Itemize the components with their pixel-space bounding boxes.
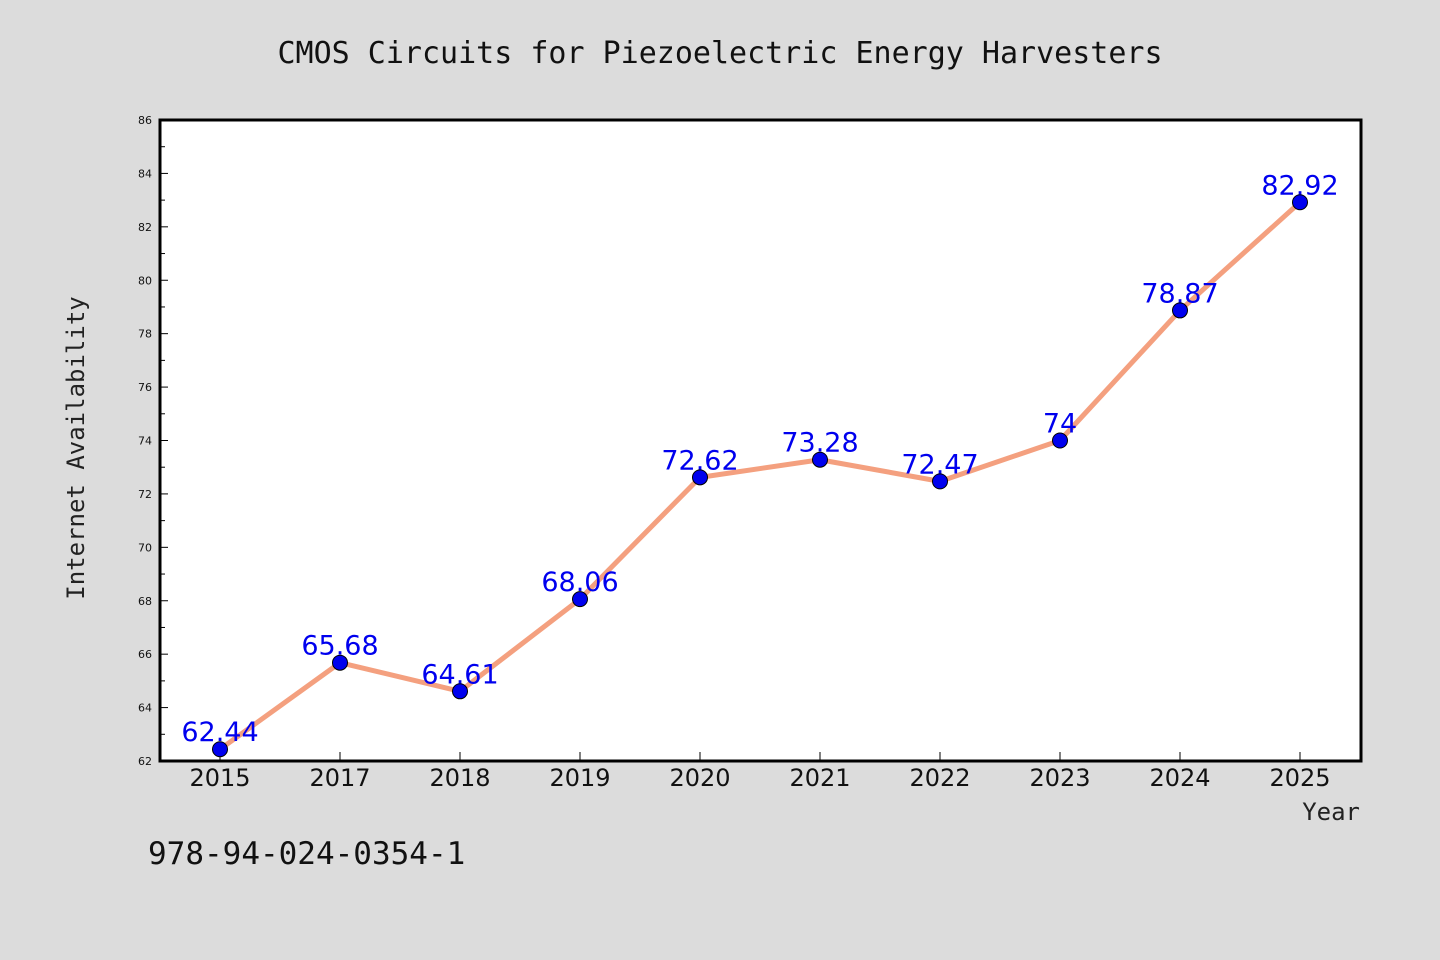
y-tick-label: 72 <box>138 488 152 501</box>
y-tick-label: 70 <box>138 541 152 554</box>
series-line <box>217 199 1303 752</box>
x-tick-label: 2025 <box>1269 764 1330 792</box>
isbn-annotation: 978-94-024-0354-1 <box>148 836 465 872</box>
data-label: 65.68 <box>301 631 378 662</box>
data-label: 73.28 <box>781 428 858 459</box>
chart-title: CMOS Circuits for Piezoelectric Energy H… <box>277 36 1162 71</box>
data-label: 64.61 <box>421 659 498 690</box>
data-point <box>332 654 348 671</box>
data-point <box>1052 432 1068 449</box>
data-point <box>572 591 588 608</box>
series-polyline <box>217 199 1303 752</box>
x-tick-label: 2022 <box>909 764 970 792</box>
data-point <box>812 451 828 468</box>
y-tick-label: 78 <box>138 328 152 341</box>
y-tick-label: 82 <box>138 221 152 234</box>
y-tick-label: 80 <box>138 274 152 287</box>
data-label: 68.06 <box>541 567 618 598</box>
data-label: 78.87 <box>1141 278 1218 309</box>
x-tick-label: 2021 <box>789 764 850 792</box>
data-label: 62.44 <box>181 717 258 748</box>
data-point <box>1292 194 1308 211</box>
data-point <box>1172 302 1188 319</box>
data-label: 82.92 <box>1261 170 1338 201</box>
data-point <box>452 683 468 700</box>
y-tick-label: 84 <box>138 167 152 180</box>
x-tick-label: 2023 <box>1029 764 1090 792</box>
x-tick-label: 2019 <box>549 764 610 792</box>
y-axis-label: Internet Availability <box>62 296 90 599</box>
plot-area <box>158 118 1363 763</box>
y-tick-label: 76 <box>138 381 152 394</box>
y-tick-label: 74 <box>138 435 152 448</box>
y-tick-label: 64 <box>138 702 152 715</box>
data-label: 72.62 <box>661 445 738 476</box>
x-tick-label: 2018 <box>429 764 490 792</box>
y-tick-label: 86 <box>138 114 152 127</box>
y-tick-label: 66 <box>138 648 152 661</box>
series-markers <box>212 194 1308 758</box>
data-label: 74 <box>1043 409 1077 440</box>
x-tick-label: 2024 <box>1149 764 1210 792</box>
x-tick-label: 2020 <box>669 764 730 792</box>
x-tick-label: 2015 <box>189 764 250 792</box>
x-axis-label: Year <box>1302 798 1360 826</box>
data-label: 72.47 <box>901 449 978 480</box>
data-point <box>212 741 228 758</box>
data-labels: 62.44 65.68 64.61 68.06 72.62 73.28 72.47 74 78.… <box>181 170 1338 748</box>
y-tick-label: 68 <box>138 595 152 608</box>
x-axis: 2015 2017 2018 2019 2020 2021 2022 2023 2024 2025 <box>189 752 1331 792</box>
y-tick-label: 62 <box>138 755 152 768</box>
y-axis: 62 64 66 68 70 72 74 76 78 80 82 84 86 <box>138 114 168 768</box>
data-point <box>692 469 708 486</box>
x-tick-label: 2017 <box>309 764 370 792</box>
data-point <box>932 473 948 490</box>
